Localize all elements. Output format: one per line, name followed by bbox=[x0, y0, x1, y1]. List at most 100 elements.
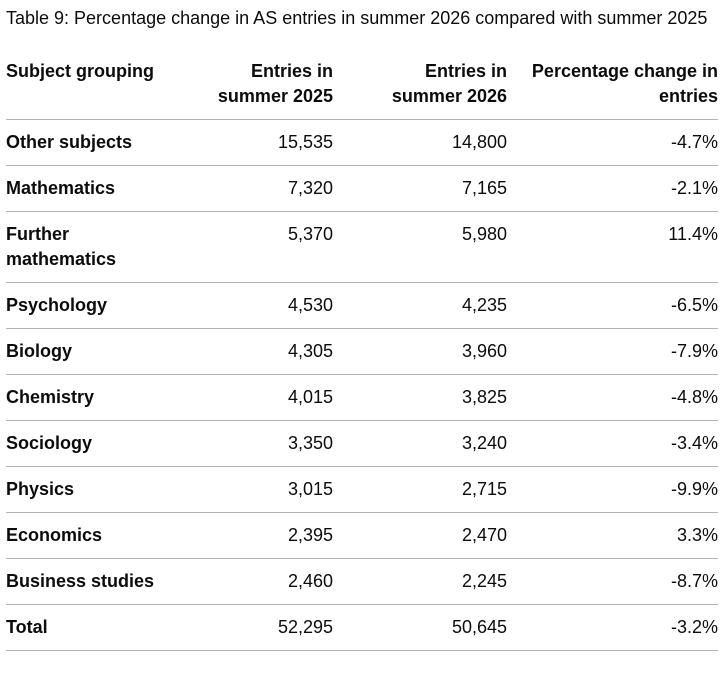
value-cell: 2,395 bbox=[200, 512, 333, 559]
table-row: Total 52,295 50,645 -3.2% bbox=[6, 604, 718, 651]
value-cell: 4,530 bbox=[200, 282, 333, 329]
value-cell: 3,825 bbox=[333, 374, 507, 421]
cell-value: 7,165 bbox=[461, 178, 507, 198]
value-cell: -4.8% bbox=[507, 374, 718, 421]
column-header: Entries in summer 2025 bbox=[200, 49, 333, 120]
cell-value: 3,240 bbox=[461, 433, 507, 453]
column-header-text: Entries in summer 2025 bbox=[217, 61, 333, 106]
row-label-cell: Mathematics bbox=[6, 165, 200, 212]
cell-value: 5,370 bbox=[287, 224, 333, 244]
table-row: Economics 2,395 2,470 3.3% bbox=[6, 512, 718, 559]
cell-value: 50,645 bbox=[451, 617, 507, 637]
table-body: Other subjects 15,535 14,800 -4.7% Mathemati… bbox=[6, 119, 718, 651]
value-cell: 52,295 bbox=[200, 604, 333, 651]
row-label-cell: Business studies bbox=[6, 558, 200, 605]
row-label-cell: Other subjects bbox=[6, 119, 200, 166]
cell-value: -2.1% bbox=[670, 178, 718, 198]
column-header-text: Entries in summer 2026 bbox=[391, 61, 507, 106]
cell-value: -4.7% bbox=[670, 132, 718, 152]
row-label-cell: Psychology bbox=[6, 282, 200, 329]
table-row: Chemistry 4,015 3,825 -4.8% bbox=[6, 374, 718, 421]
column-header: Percentage change in entries bbox=[507, 49, 718, 120]
cell-value: 52,295 bbox=[277, 617, 333, 637]
row-label: Physics bbox=[6, 479, 75, 499]
cell-value: 5,980 bbox=[461, 224, 507, 244]
value-cell: -3.2% bbox=[507, 604, 718, 651]
row-label-cell: Physics bbox=[6, 466, 200, 513]
value-cell: 7,320 bbox=[200, 165, 333, 212]
table-row: Physics 3,015 2,715 -9.9% bbox=[6, 466, 718, 513]
value-cell: -8.7% bbox=[507, 558, 718, 605]
cell-value: 3,350 bbox=[287, 433, 333, 453]
cell-value: 14,800 bbox=[451, 132, 507, 152]
cell-value: 2,460 bbox=[287, 571, 333, 591]
row-label: Further mathematics bbox=[6, 224, 117, 269]
value-cell: 3,240 bbox=[333, 420, 507, 467]
value-cell: 3.3% bbox=[507, 512, 718, 559]
row-label: Chemistry bbox=[6, 387, 95, 407]
cell-value: 3.3% bbox=[676, 525, 718, 545]
column-header-text: Percentage change in entries bbox=[531, 61, 718, 106]
value-cell: -4.7% bbox=[507, 119, 718, 166]
row-label: Economics bbox=[6, 525, 103, 545]
row-label: Biology bbox=[6, 341, 72, 361]
table-container: Table 9: Percentage change in AS entries… bbox=[6, 8, 718, 651]
value-cell: 2,470 bbox=[333, 512, 507, 559]
value-cell: 3,015 bbox=[200, 466, 333, 513]
column-header: Subject grouping bbox=[6, 49, 200, 120]
table-caption: Table 9: Percentage change in AS entries… bbox=[6, 8, 708, 28]
value-cell: 11.4% bbox=[507, 211, 718, 283]
cell-value: 2,715 bbox=[461, 479, 507, 499]
row-label: Business studies bbox=[6, 571, 155, 591]
value-cell: 2,245 bbox=[333, 558, 507, 605]
value-cell: 7,165 bbox=[333, 165, 507, 212]
cell-value: -7.9% bbox=[670, 341, 718, 361]
cell-value: -3.4% bbox=[670, 433, 718, 453]
column-header: Entries in summer 2026 bbox=[333, 49, 507, 120]
row-label: Other subjects bbox=[6, 132, 133, 152]
cell-value: 3,015 bbox=[287, 479, 333, 499]
value-cell: -2.1% bbox=[507, 165, 718, 212]
table-row: Business studies 2,460 2,245 -8.7% bbox=[6, 558, 718, 605]
value-cell: 2,715 bbox=[333, 466, 507, 513]
row-label-cell: Sociology bbox=[6, 420, 200, 467]
value-cell: -6.5% bbox=[507, 282, 718, 329]
table-row: Other subjects 15,535 14,800 -4.7% bbox=[6, 119, 718, 166]
value-cell: 14,800 bbox=[333, 119, 507, 166]
value-cell: -7.9% bbox=[507, 328, 718, 375]
cell-value: 15,535 bbox=[277, 132, 333, 152]
value-cell: 50,645 bbox=[333, 604, 507, 651]
value-cell: -3.4% bbox=[507, 420, 718, 467]
cell-value: 2,470 bbox=[461, 525, 507, 545]
table-row: Sociology 3,350 3,240 -3.4% bbox=[6, 420, 718, 467]
cell-value: -9.9% bbox=[670, 479, 718, 499]
value-cell: 15,535 bbox=[200, 119, 333, 166]
row-label: Total bbox=[6, 617, 48, 637]
cell-value: -8.7% bbox=[670, 571, 718, 591]
cell-value: -4.8% bbox=[670, 387, 718, 407]
cell-value: -6.5% bbox=[670, 295, 718, 315]
table-row: Further mathematics 5,370 5,980 11.4% bbox=[6, 211, 718, 283]
column-header-text: Subject grouping bbox=[6, 61, 154, 81]
row-label-cell: Economics bbox=[6, 512, 200, 559]
cell-value: 2,245 bbox=[461, 571, 507, 591]
row-label: Psychology bbox=[6, 295, 108, 315]
table-row: Mathematics 7,320 7,165 -2.1% bbox=[6, 165, 718, 212]
row-label-cell: Biology bbox=[6, 328, 200, 375]
cell-value: 3,825 bbox=[461, 387, 507, 407]
value-cell: 3,960 bbox=[333, 328, 507, 375]
cell-value: 7,320 bbox=[287, 178, 333, 198]
value-cell: 2,460 bbox=[200, 558, 333, 605]
row-label-cell: Further mathematics bbox=[6, 211, 200, 283]
row-label-cell: Total bbox=[6, 604, 200, 651]
table-row: Psychology 4,530 4,235 -6.5% bbox=[6, 282, 718, 329]
value-cell: -9.9% bbox=[507, 466, 718, 513]
cell-value: 4,015 bbox=[287, 387, 333, 407]
value-cell: 4,015 bbox=[200, 374, 333, 421]
value-cell: 4,235 bbox=[333, 282, 507, 329]
cell-value: 4,305 bbox=[287, 341, 333, 361]
value-cell: 5,980 bbox=[333, 211, 507, 283]
row-label: Mathematics bbox=[6, 178, 116, 198]
row-label: Sociology bbox=[6, 433, 93, 453]
